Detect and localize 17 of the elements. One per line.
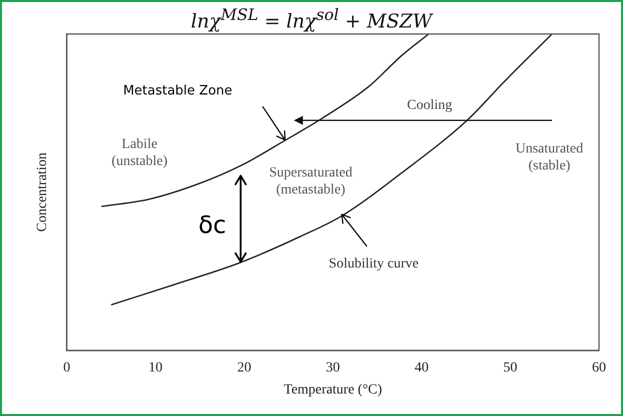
x-tick-label: 30 <box>326 360 340 376</box>
x-tick-label: 40 <box>414 360 429 376</box>
annotation: Supersaturated (metastable) <box>269 165 352 198</box>
x-tick-label: 50 <box>503 360 518 376</box>
x-axis-title: Temperature (°C) <box>284 382 382 398</box>
annotation: δc <box>198 211 226 240</box>
y-axis-title: Concentration <box>35 152 50 232</box>
x-tick-label: 0 <box>63 360 70 376</box>
chart-title: lnχ$^{MSL}$ = lnχ$^{sol}$ + MSZW <box>190 4 434 34</box>
annotation: Solubility curve <box>328 256 419 272</box>
annotation: Cooling <box>407 98 452 113</box>
annotation: Metastable Zone <box>123 83 232 98</box>
x-tick-label: 60 <box>592 360 606 376</box>
x-tick-label: 20 <box>237 360 252 376</box>
x-tick-label: 10 <box>148 360 162 376</box>
annotation: Unsaturated (stable) <box>516 142 584 174</box>
annotation: Labile (unstable) <box>112 136 168 169</box>
